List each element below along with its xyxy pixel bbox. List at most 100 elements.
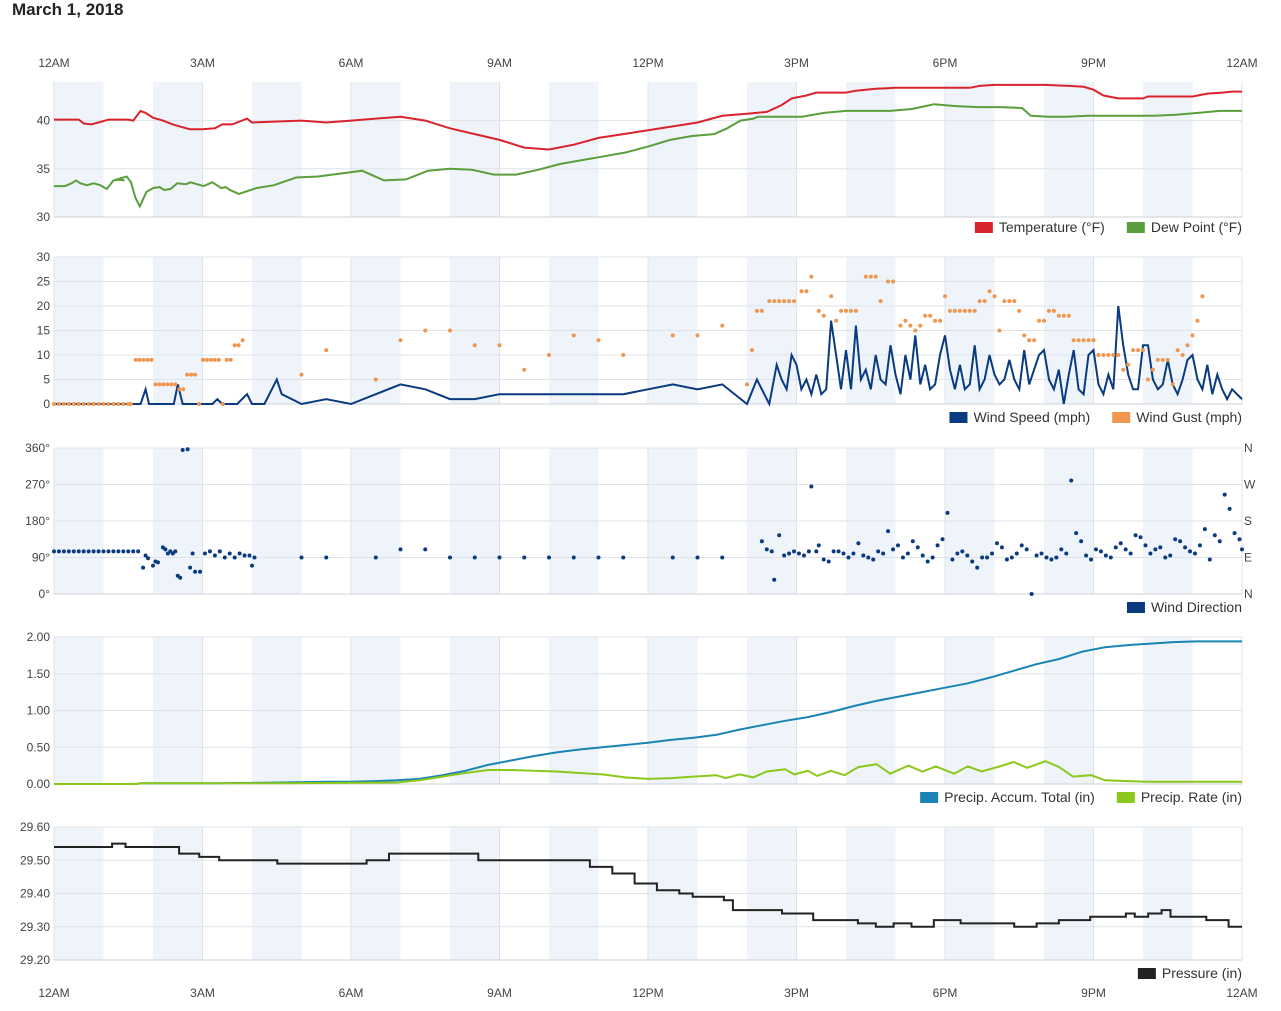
wind-direction-point [71,549,76,554]
wind-direction-point [806,549,811,554]
wind-direction-point [1207,557,1212,562]
wind-gust-point [1071,338,1076,343]
wind-direction-point [1143,543,1148,548]
wind-gust-point [1042,318,1046,323]
precip-panel: 0.00 0.50 1.00 1.50 2.00 Precip. Rate (in) Pre… [27,630,1243,805]
temp-panel: 30 35 40 Dew Point (°F) Temperature (°F) [37,82,1243,235]
legend-swatch [1126,602,1145,613]
wind-direction-point [151,563,155,568]
y-tick-label: 1.50 [27,667,51,681]
wind-gust-point [1037,318,1042,323]
wind-direction-point [985,555,990,560]
hour-band [54,82,104,217]
wind-gust-point [720,323,725,328]
wind-direction-point [1123,547,1128,552]
wind-direction-point [497,555,502,560]
wind-gust-point [962,308,967,313]
wind-gust-point [1180,353,1185,357]
wind-gust-point [903,318,908,323]
wind-direction-point [141,565,146,570]
wind-direction-point [188,565,193,570]
wind-gust-point [121,402,126,406]
wind-gust-point [299,372,304,377]
y-tick-label: 0.00 [27,777,51,791]
y-tick-label: 25 [37,275,51,289]
wind-gust-point [212,357,217,362]
wind-direction-point [180,448,185,453]
wind-direction-point [886,529,891,534]
wind-gust-point [177,387,182,392]
wind-gust-point [809,274,814,279]
wind-gust-point [834,318,839,323]
wind-gust-point [423,328,428,333]
wind-gust-point [908,323,913,328]
wind-direction-point [596,555,601,560]
wind-gust-point [1155,357,1160,362]
wind-direction-point [173,549,178,554]
wind-gust-point [240,338,245,343]
wind-direction-point [1064,551,1069,556]
wind-direction-point [1212,533,1217,538]
wind-gust-point [1017,308,1022,313]
wind-direction-point [1118,541,1123,546]
top-time-tick: 6PM [933,56,958,70]
wind-gust-point [1002,299,1007,304]
wind-gust-point [181,387,186,392]
wind-direction-point [185,447,190,452]
hour-band [252,82,302,217]
wind-direction-point [1029,592,1034,596]
wind-gust-point [161,382,166,387]
y-tick-label: 29.50 [20,853,50,867]
wind-gust-point [886,279,891,284]
wind-direction-point [801,553,806,558]
wind-gust-point [91,402,96,406]
legend-swatch [1116,792,1135,803]
wind-gust-point [220,402,225,406]
wind-direction-point [202,551,207,556]
wind-gust-point [165,382,170,387]
hour-band [549,82,599,217]
wind-direction-point [178,575,183,580]
hour-band [846,82,896,217]
wind-direction-point [930,555,935,560]
legend-label: Temperature (°F) [999,219,1105,235]
legend-label: Dew Point (°F) [1151,219,1242,235]
wind-gust-point [777,299,782,304]
wind-direction-point [925,559,930,564]
wind-direction-point [1128,551,1133,556]
wind-direction-point [324,555,329,560]
wind-direction-point [965,553,970,558]
wind-gust-point [133,357,138,362]
wind-direction-point [423,547,428,552]
legend-label: Precip. Accum. Total (in) [944,789,1095,805]
y-tick-label: 2.00 [27,630,51,644]
wind-direction-point [571,555,576,560]
top-time-tick: 12AM [38,56,69,70]
wind-direction-point [155,560,160,565]
wind-gust-point [1091,338,1096,343]
wind-direction-point [950,557,955,562]
wind-direction-point [935,543,940,548]
y-tick-label: 5 [43,373,50,387]
right-tick-label: N [1244,441,1253,455]
wind-gust-point [1170,382,1175,387]
wind-direction-point [1173,537,1178,542]
wind-direction-point [212,553,217,558]
wind-direction-point [764,547,769,552]
wind-gust-point [547,353,551,357]
wind-gust-point [71,402,76,406]
wind-gust-point [324,348,329,353]
pressure-panel: 29.20 29.30 29.40 29.50 29.60 Pressure (in) [20,820,1243,981]
wind-direction-point [866,555,871,560]
bottom-time-tick: 3PM [784,986,809,1000]
wind-direction-point [448,555,452,560]
wind-gust-point [56,402,61,406]
wind-gust-point [141,357,146,362]
wind-direction-point [1034,553,1039,558]
legend-swatch [1112,412,1131,423]
y-tick-label: 15 [37,324,51,338]
wind-gust-point [137,357,142,362]
right-tick-label: S [1244,514,1252,528]
wind-direction-point [1054,555,1059,560]
wind-gust-point [1116,353,1121,357]
